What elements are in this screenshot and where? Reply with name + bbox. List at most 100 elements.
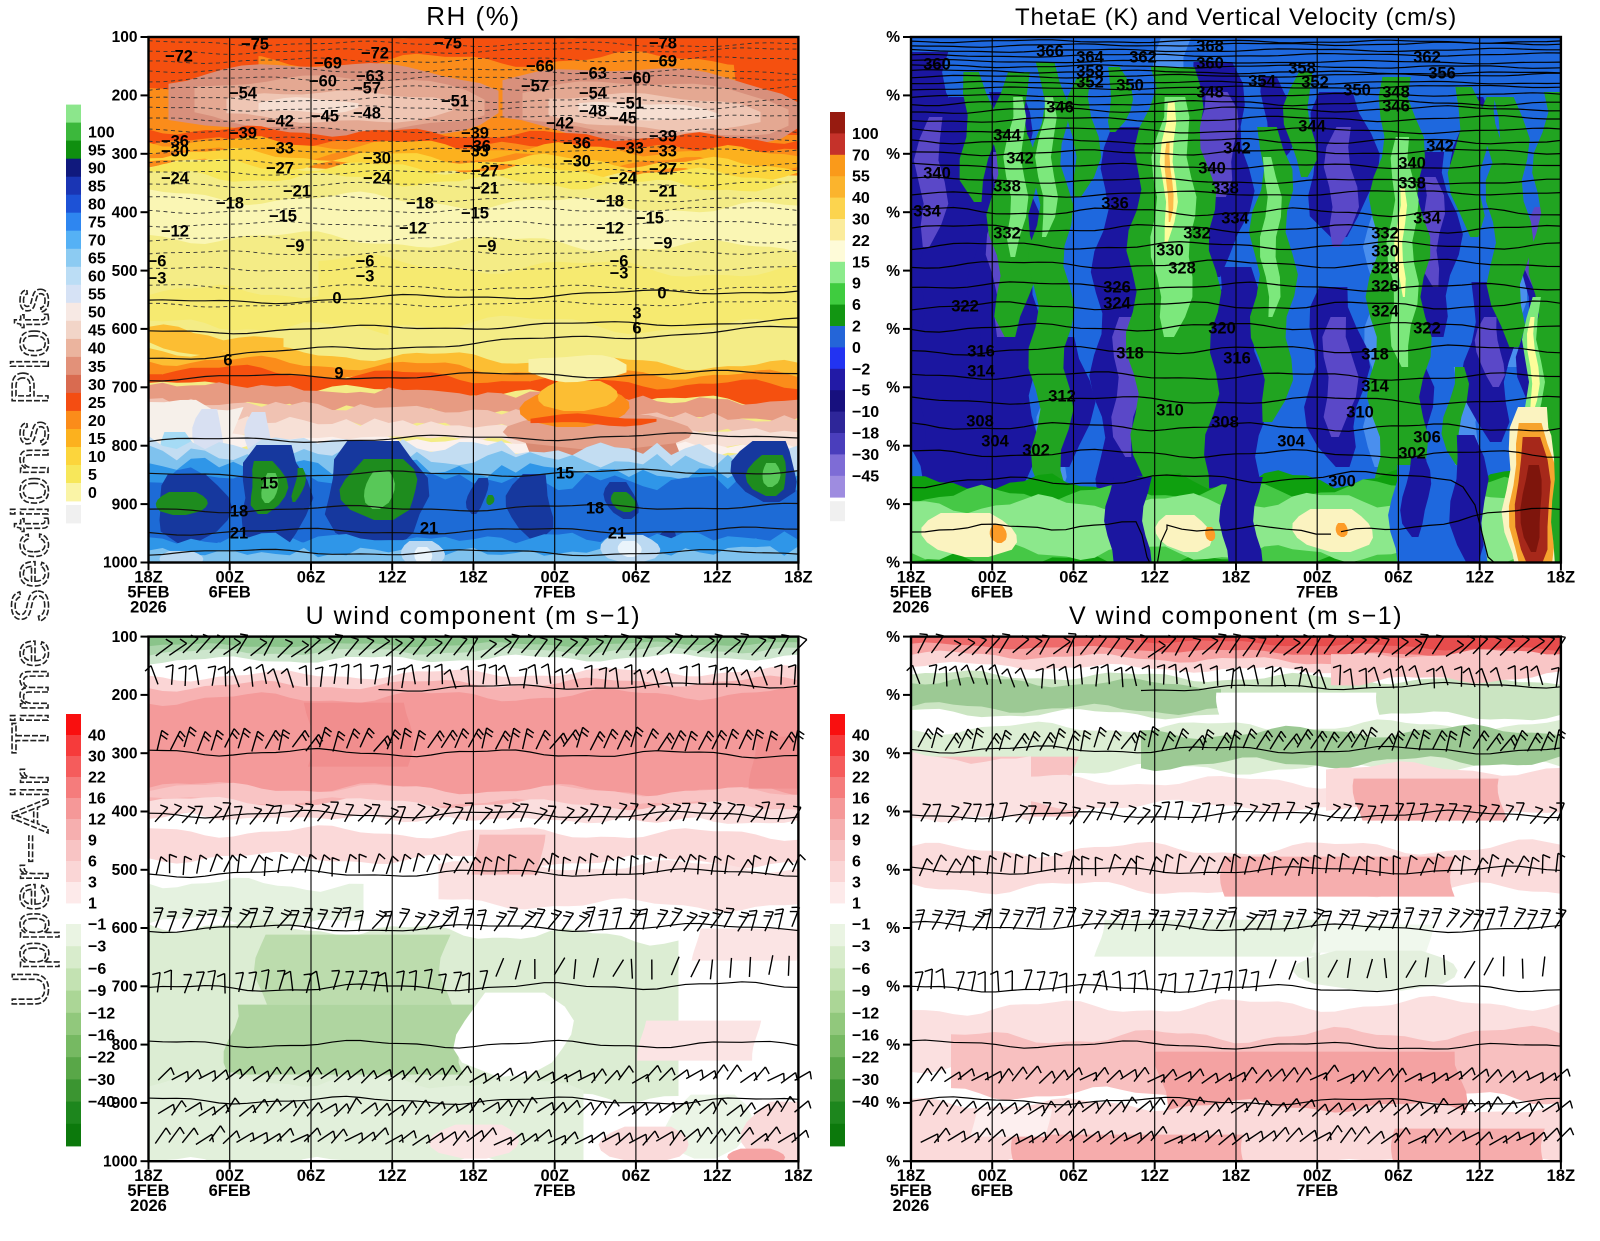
svg-text:15: 15 bbox=[556, 465, 574, 483]
svg-text:−15: −15 bbox=[461, 205, 489, 223]
svg-text:−12: −12 bbox=[852, 1005, 879, 1022]
svg-text:−54: −54 bbox=[229, 85, 258, 103]
svg-text:55: 55 bbox=[852, 169, 870, 186]
svg-text:18Z: 18Z bbox=[1547, 1167, 1575, 1185]
svg-text:%: % bbox=[886, 629, 900, 646]
svg-text:75: 75 bbox=[88, 215, 106, 232]
svg-text:300: 300 bbox=[112, 146, 138, 163]
svg-text:−22: −22 bbox=[88, 1050, 115, 1067]
svg-text:0: 0 bbox=[332, 290, 341, 308]
svg-text:0: 0 bbox=[852, 340, 861, 357]
svg-text:−12: −12 bbox=[596, 220, 624, 238]
svg-text:−30: −30 bbox=[161, 143, 189, 161]
svg-text:−40: −40 bbox=[88, 1094, 115, 1111]
svg-text:344: 344 bbox=[993, 127, 1021, 145]
svg-text:358: 358 bbox=[1076, 63, 1104, 81]
svg-text:9: 9 bbox=[852, 276, 861, 293]
svg-text:−6: −6 bbox=[610, 253, 629, 271]
svg-text:−3: −3 bbox=[610, 265, 629, 283]
svg-text:400: 400 bbox=[112, 804, 138, 821]
svg-text:314: 314 bbox=[967, 363, 995, 381]
svg-text:−57: −57 bbox=[353, 80, 381, 98]
svg-text:5: 5 bbox=[88, 467, 97, 484]
svg-text:%: % bbox=[886, 979, 900, 996]
svg-text:350: 350 bbox=[1343, 82, 1371, 100]
svg-text:306: 306 bbox=[1413, 429, 1441, 447]
svg-text:−30: −30 bbox=[563, 153, 591, 171]
svg-text:7FEB: 7FEB bbox=[1296, 1182, 1338, 1200]
svg-text:304: 304 bbox=[981, 433, 1009, 451]
svg-text:100: 100 bbox=[112, 29, 138, 46]
svg-text:−45: −45 bbox=[852, 468, 879, 485]
svg-text:310: 310 bbox=[1346, 404, 1374, 422]
svg-text:−21: −21 bbox=[649, 183, 677, 201]
svg-text:500: 500 bbox=[112, 862, 138, 879]
svg-text:65: 65 bbox=[88, 251, 106, 268]
svg-text:−6: −6 bbox=[148, 253, 167, 271]
svg-text:18Z: 18Z bbox=[134, 1167, 162, 1185]
svg-text:−18: −18 bbox=[596, 193, 624, 211]
svg-text:346: 346 bbox=[1382, 98, 1410, 116]
svg-text:9: 9 bbox=[852, 833, 861, 850]
svg-text:6FEB: 6FEB bbox=[209, 1182, 251, 1200]
svg-text:12Z: 12Z bbox=[1465, 569, 1493, 587]
svg-text:−72: −72 bbox=[165, 48, 193, 66]
svg-text:−72: −72 bbox=[361, 45, 389, 63]
svg-text:−60: −60 bbox=[623, 70, 651, 88]
svg-text:338: 338 bbox=[1398, 175, 1426, 193]
svg-text:7FEB: 7FEB bbox=[534, 584, 576, 602]
svg-text:−12: −12 bbox=[399, 220, 427, 238]
svg-text:3: 3 bbox=[632, 305, 641, 323]
svg-text:340: 340 bbox=[1198, 160, 1226, 178]
svg-text:−9: −9 bbox=[852, 983, 870, 1000]
svg-text:350: 350 bbox=[1116, 77, 1144, 95]
svg-text:0: 0 bbox=[88, 485, 97, 502]
svg-text:3: 3 bbox=[88, 875, 97, 892]
svg-text:364: 364 bbox=[1076, 49, 1104, 67]
svg-text:−30: −30 bbox=[88, 1072, 115, 1089]
svg-text:20: 20 bbox=[88, 413, 106, 430]
svg-text:344: 344 bbox=[1298, 118, 1326, 136]
svg-text:80: 80 bbox=[88, 197, 106, 214]
svg-text:318: 318 bbox=[1361, 346, 1389, 364]
svg-text:30: 30 bbox=[852, 749, 870, 766]
svg-text:00Z: 00Z bbox=[540, 569, 568, 587]
svg-text:22: 22 bbox=[852, 233, 870, 250]
svg-text:−75: −75 bbox=[434, 35, 462, 53]
svg-text:−30: −30 bbox=[852, 447, 879, 464]
svg-text:06Z: 06Z bbox=[297, 569, 325, 587]
svg-text:358: 358 bbox=[1288, 60, 1316, 78]
svg-text:1000: 1000 bbox=[103, 555, 137, 572]
svg-text:−9: −9 bbox=[88, 983, 106, 1000]
svg-text:322: 322 bbox=[951, 298, 979, 316]
svg-text:12Z: 12Z bbox=[703, 569, 731, 587]
svg-text:40: 40 bbox=[88, 728, 106, 745]
svg-text:6: 6 bbox=[852, 297, 861, 314]
svg-text:326: 326 bbox=[1371, 278, 1399, 296]
svg-text:300: 300 bbox=[112, 745, 138, 762]
svg-text:6: 6 bbox=[632, 320, 641, 338]
svg-text:%: % bbox=[886, 1037, 900, 1054]
svg-text:800: 800 bbox=[112, 1037, 138, 1054]
svg-text:15: 15 bbox=[88, 431, 106, 448]
svg-text:338: 338 bbox=[1211, 180, 1239, 198]
svg-text:100: 100 bbox=[88, 125, 115, 142]
svg-text:328: 328 bbox=[1371, 260, 1399, 278]
svg-text:334: 334 bbox=[1221, 210, 1249, 228]
svg-text:100: 100 bbox=[112, 629, 138, 646]
svg-text:70: 70 bbox=[88, 233, 106, 250]
svg-text:2026: 2026 bbox=[130, 1197, 167, 1215]
svg-text:600: 600 bbox=[112, 920, 138, 937]
svg-text:332: 332 bbox=[1183, 225, 1211, 243]
svg-text:2026: 2026 bbox=[893, 599, 930, 617]
svg-text:%: % bbox=[886, 88, 900, 105]
svg-text:330: 330 bbox=[1156, 242, 1184, 260]
svg-text:9: 9 bbox=[334, 365, 343, 383]
svg-text:−15: −15 bbox=[636, 210, 664, 228]
svg-text:302: 302 bbox=[1022, 442, 1050, 460]
svg-text:−30: −30 bbox=[852, 1072, 879, 1089]
svg-text:356: 356 bbox=[1428, 65, 1456, 83]
svg-text:−3: −3 bbox=[356, 268, 375, 286]
svg-text:332: 332 bbox=[993, 225, 1021, 243]
svg-text:22: 22 bbox=[88, 770, 106, 787]
